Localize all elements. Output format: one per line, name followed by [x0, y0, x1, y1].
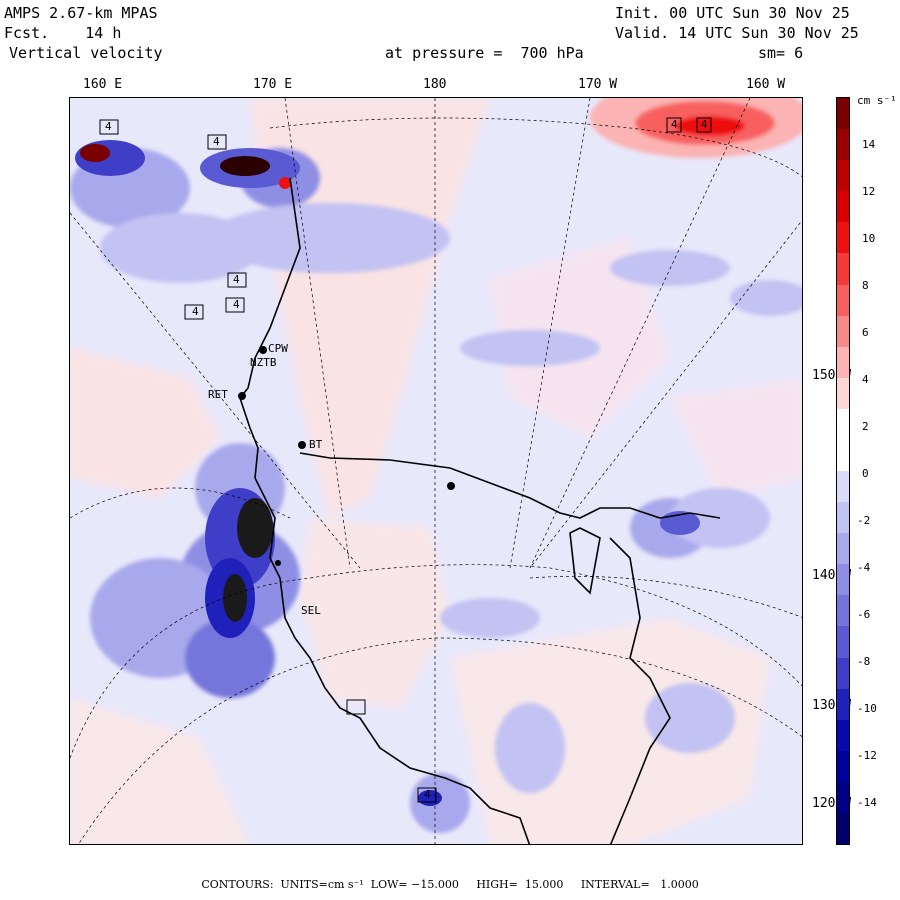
- downdraft-areas: [70, 148, 802, 833]
- colorbar-unit: cm s⁻¹: [857, 94, 897, 107]
- map-canvas: [70, 98, 802, 844]
- station-label: CPW: [268, 342, 288, 355]
- colorbar-tick-label: 8: [862, 279, 869, 292]
- contour-marker: 4: [105, 120, 112, 133]
- colorbar-segment: [837, 688, 849, 721]
- colorbar-tick-label: 6: [862, 326, 869, 339]
- colorbar-tick-label: 12: [862, 185, 876, 198]
- contour-marker: 4: [213, 135, 220, 148]
- colorbar-tick-label: 10: [862, 232, 876, 245]
- contour-marker: 4: [233, 273, 240, 286]
- colorbar-tick-label: 4: [862, 373, 869, 386]
- colorbar-segment: [837, 502, 849, 534]
- colorbar-tick-label: -8: [857, 655, 871, 668]
- station-label: NZTB: [250, 356, 277, 369]
- updraft-strong-area: [590, 98, 802, 158]
- colorbar-tick-label: -10: [857, 702, 877, 715]
- colorbar-segment: [837, 812, 849, 845]
- contour-marker: 4: [701, 118, 708, 131]
- marker-boxes: [99, 117, 712, 803]
- colorbar-tick-label: 2: [862, 420, 869, 433]
- strong-cores: [75, 140, 700, 806]
- init-time: Init. 00 UTC Sun 30 Nov 25: [615, 4, 850, 22]
- contour-info: CONTOURS: UNITS=cm s⁻¹ LOW= −15.000 HIGH…: [201, 878, 699, 891]
- colorbar-segment: [837, 564, 849, 596]
- model-title: AMPS 2.67-km MPAS: [4, 4, 158, 22]
- colorbar-segment: [837, 719, 849, 752]
- lon-label: 170 E: [253, 77, 293, 92]
- colorbar-segment: [837, 160, 849, 192]
- contour-marker: 4: [233, 298, 240, 311]
- updraft-weak-areas: [70, 98, 802, 844]
- colorbar-segment: [837, 471, 849, 503]
- colorbar-segment: [837, 129, 849, 161]
- colorbar-tick-label: -14: [857, 796, 877, 809]
- colorbar-segment: [837, 533, 849, 565]
- colorbar-tick-label: -12: [857, 749, 877, 762]
- coastline: [239, 177, 721, 844]
- contour-marker: 4: [424, 788, 431, 801]
- colorbar-segment: [837, 284, 849, 317]
- graticule: [70, 98, 802, 844]
- colorbar: [836, 97, 850, 845]
- colorbar-tick-label: 14: [862, 138, 876, 151]
- lon-label: 160 E: [83, 77, 123, 92]
- colorbar-tick-label: -6: [857, 608, 871, 621]
- pressure-level: at pressure = 700 hPa: [385, 44, 584, 62]
- lon-label: 180: [423, 77, 447, 92]
- station-dots: [238, 346, 455, 566]
- contour-marker: 4: [671, 118, 678, 131]
- contour-marker: 4: [192, 305, 199, 318]
- valid-time: Valid. 14 UTC Sun 30 Nov 25: [615, 24, 859, 42]
- colorbar-tick-label: 0: [862, 467, 869, 480]
- field-name: Vertical velocity: [9, 44, 163, 62]
- colorbar-segment: [837, 346, 849, 379]
- station-label: BT: [309, 438, 323, 451]
- colorbar-segment: [837, 377, 849, 410]
- colorbar-segment: [837, 408, 849, 441]
- station-label: RET: [208, 388, 228, 401]
- colorbar-segment: [837, 98, 849, 130]
- colorbar-segment: [837, 315, 849, 348]
- colorbar-tick-label: -2: [857, 514, 871, 527]
- map-panel: CPW NZTB RET BT SEL 4 4 4 4 4 4 4 4: [69, 97, 803, 845]
- lon-label: 160 W: [746, 77, 786, 92]
- colorbar-segment: [837, 595, 849, 627]
- station-label: SEL: [301, 604, 321, 617]
- colorbar-segment: [837, 750, 849, 783]
- colorbar-segment: [837, 222, 849, 254]
- lon-label: 170 W: [578, 77, 618, 92]
- colorbar-segment: [837, 253, 849, 285]
- forecast-hour: Fcst. 14 h: [4, 24, 122, 42]
- colorbar-segment: [837, 657, 849, 690]
- colorbar-segment: [837, 781, 849, 814]
- colorbar-segment: [837, 439, 849, 472]
- smoothing-value: sm= 6: [758, 44, 804, 62]
- colorbar-tick-label: -4: [857, 561, 871, 574]
- colorbar-segment: [837, 191, 849, 223]
- colorbar-segment: [837, 626, 849, 658]
